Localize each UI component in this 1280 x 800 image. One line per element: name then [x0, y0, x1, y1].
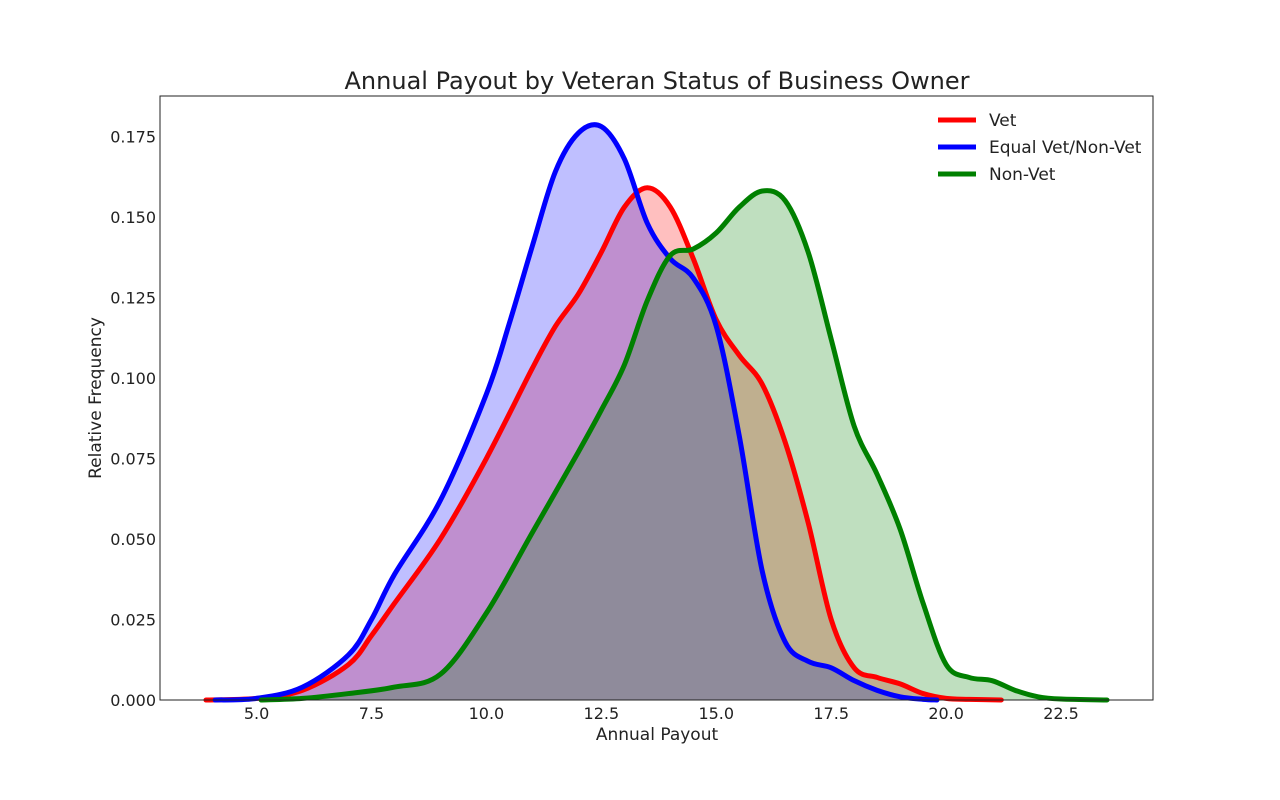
legend-label-non-vet: Non-Vet	[989, 165, 1056, 185]
y-tick-label: 0.075	[110, 449, 156, 468]
y-tick-label: 0.000	[110, 691, 156, 710]
x-tick-label: 17.5	[813, 704, 849, 723]
x-tick-label: 10.0	[469, 704, 505, 723]
x-tick-label: 7.5	[359, 704, 384, 723]
y-axis-label: Relative Frequency	[86, 317, 106, 479]
series-line-non-vet	[258, 188, 1110, 703]
chart-title: Annual Payout by Veteran Status of Busin…	[345, 67, 970, 95]
series-area-vet	[205, 187, 1002, 700]
y-tick-label: 0.050	[110, 530, 156, 549]
x-axis-label: Annual Payout	[596, 725, 719, 745]
series-area-non-vet	[261, 190, 1108, 701]
x-axis-ticks: 5.0 7.5 10.0 12.5 15.0 17.5 20.0 22.5	[244, 704, 1079, 723]
x-tick-label: 22.5	[1043, 704, 1079, 723]
x-tick-label: 5.0	[244, 704, 269, 723]
y-axis-ticks: 0.000 0.025 0.050 0.075 0.100 0.125 0.150 0.175	[110, 127, 156, 710]
x-tick-label: 12.5	[584, 704, 620, 723]
series-line-vet	[203, 185, 1004, 703]
y-tick-label: 0.150	[110, 208, 156, 227]
plot-frame	[159, 95, 1154, 701]
x-tick-label: 20.0	[928, 704, 964, 723]
series-fills	[205, 124, 1108, 701]
y-tick-label: 0.100	[110, 369, 156, 388]
legend-label-vet: Vet	[989, 111, 1017, 131]
series-line-equal-vet-non-vet	[212, 122, 940, 703]
y-tick-label: 0.125	[110, 288, 156, 307]
series-area-equal-vet-non-vet	[215, 124, 937, 700]
x-tick-label: 15.0	[698, 704, 734, 723]
y-tick-label: 0.025	[110, 610, 156, 629]
legend: Vet Equal Vet/Non-Vet Non-Vet	[938, 111, 1142, 185]
legend-label-equal-vet-non-vet: Equal Vet/Non-Vet	[989, 138, 1142, 158]
y-tick-label: 0.175	[110, 127, 156, 146]
series-lines	[203, 122, 1110, 703]
